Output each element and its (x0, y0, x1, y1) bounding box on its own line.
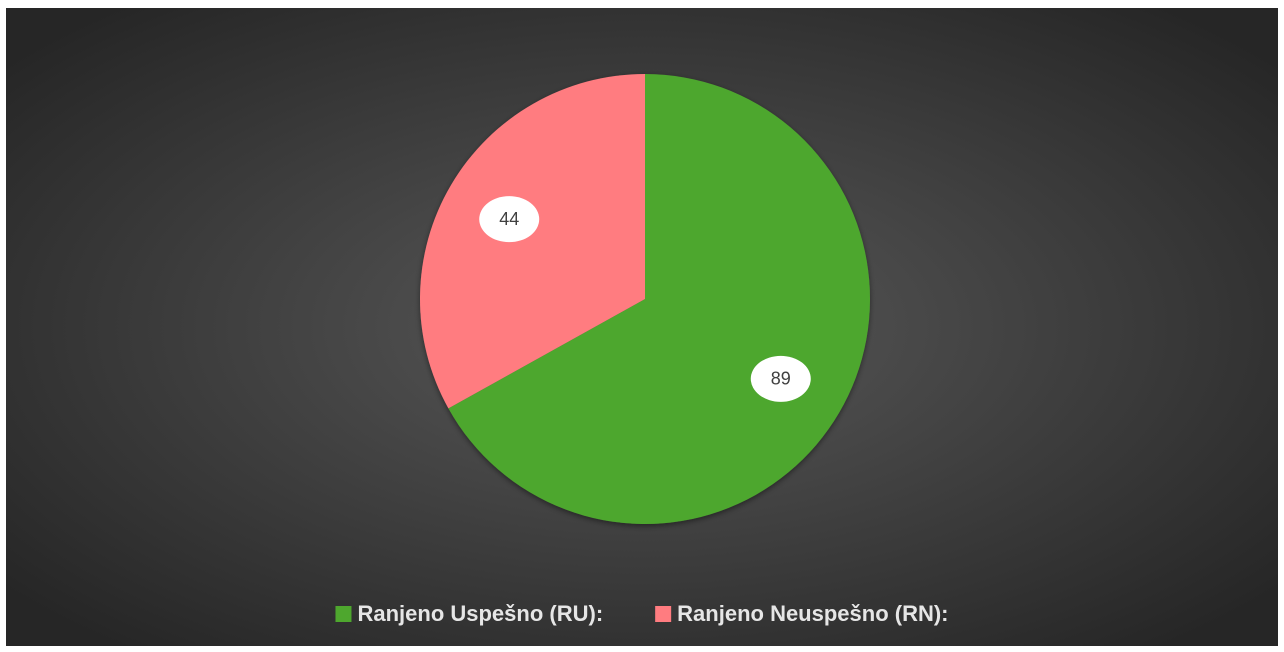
pie (419, 74, 870, 525)
data-label-bubble (479, 196, 540, 243)
pie-slice (419, 74, 645, 409)
data-label: 89 (771, 369, 791, 389)
legend: Ranjeno Uspešno (RU): Ranjeno Neuspešno (… (335, 601, 949, 626)
legend-item: Ranjeno Uspešno (RU): (335, 601, 603, 626)
pie-slice (448, 74, 870, 525)
legend-label: Ranjeno Neuspešno (RN): (677, 601, 948, 626)
data-labels: 89 44 (479, 196, 811, 402)
data-label: 44 (499, 209, 519, 229)
legend-swatch (655, 606, 672, 622)
legend-label: Ranjeno Uspešno (RU): (357, 601, 603, 626)
data-label-bubble (750, 355, 811, 402)
legend-item: Ranjeno Neuspešno (RN): (655, 601, 949, 626)
legend-swatch (335, 606, 352, 622)
